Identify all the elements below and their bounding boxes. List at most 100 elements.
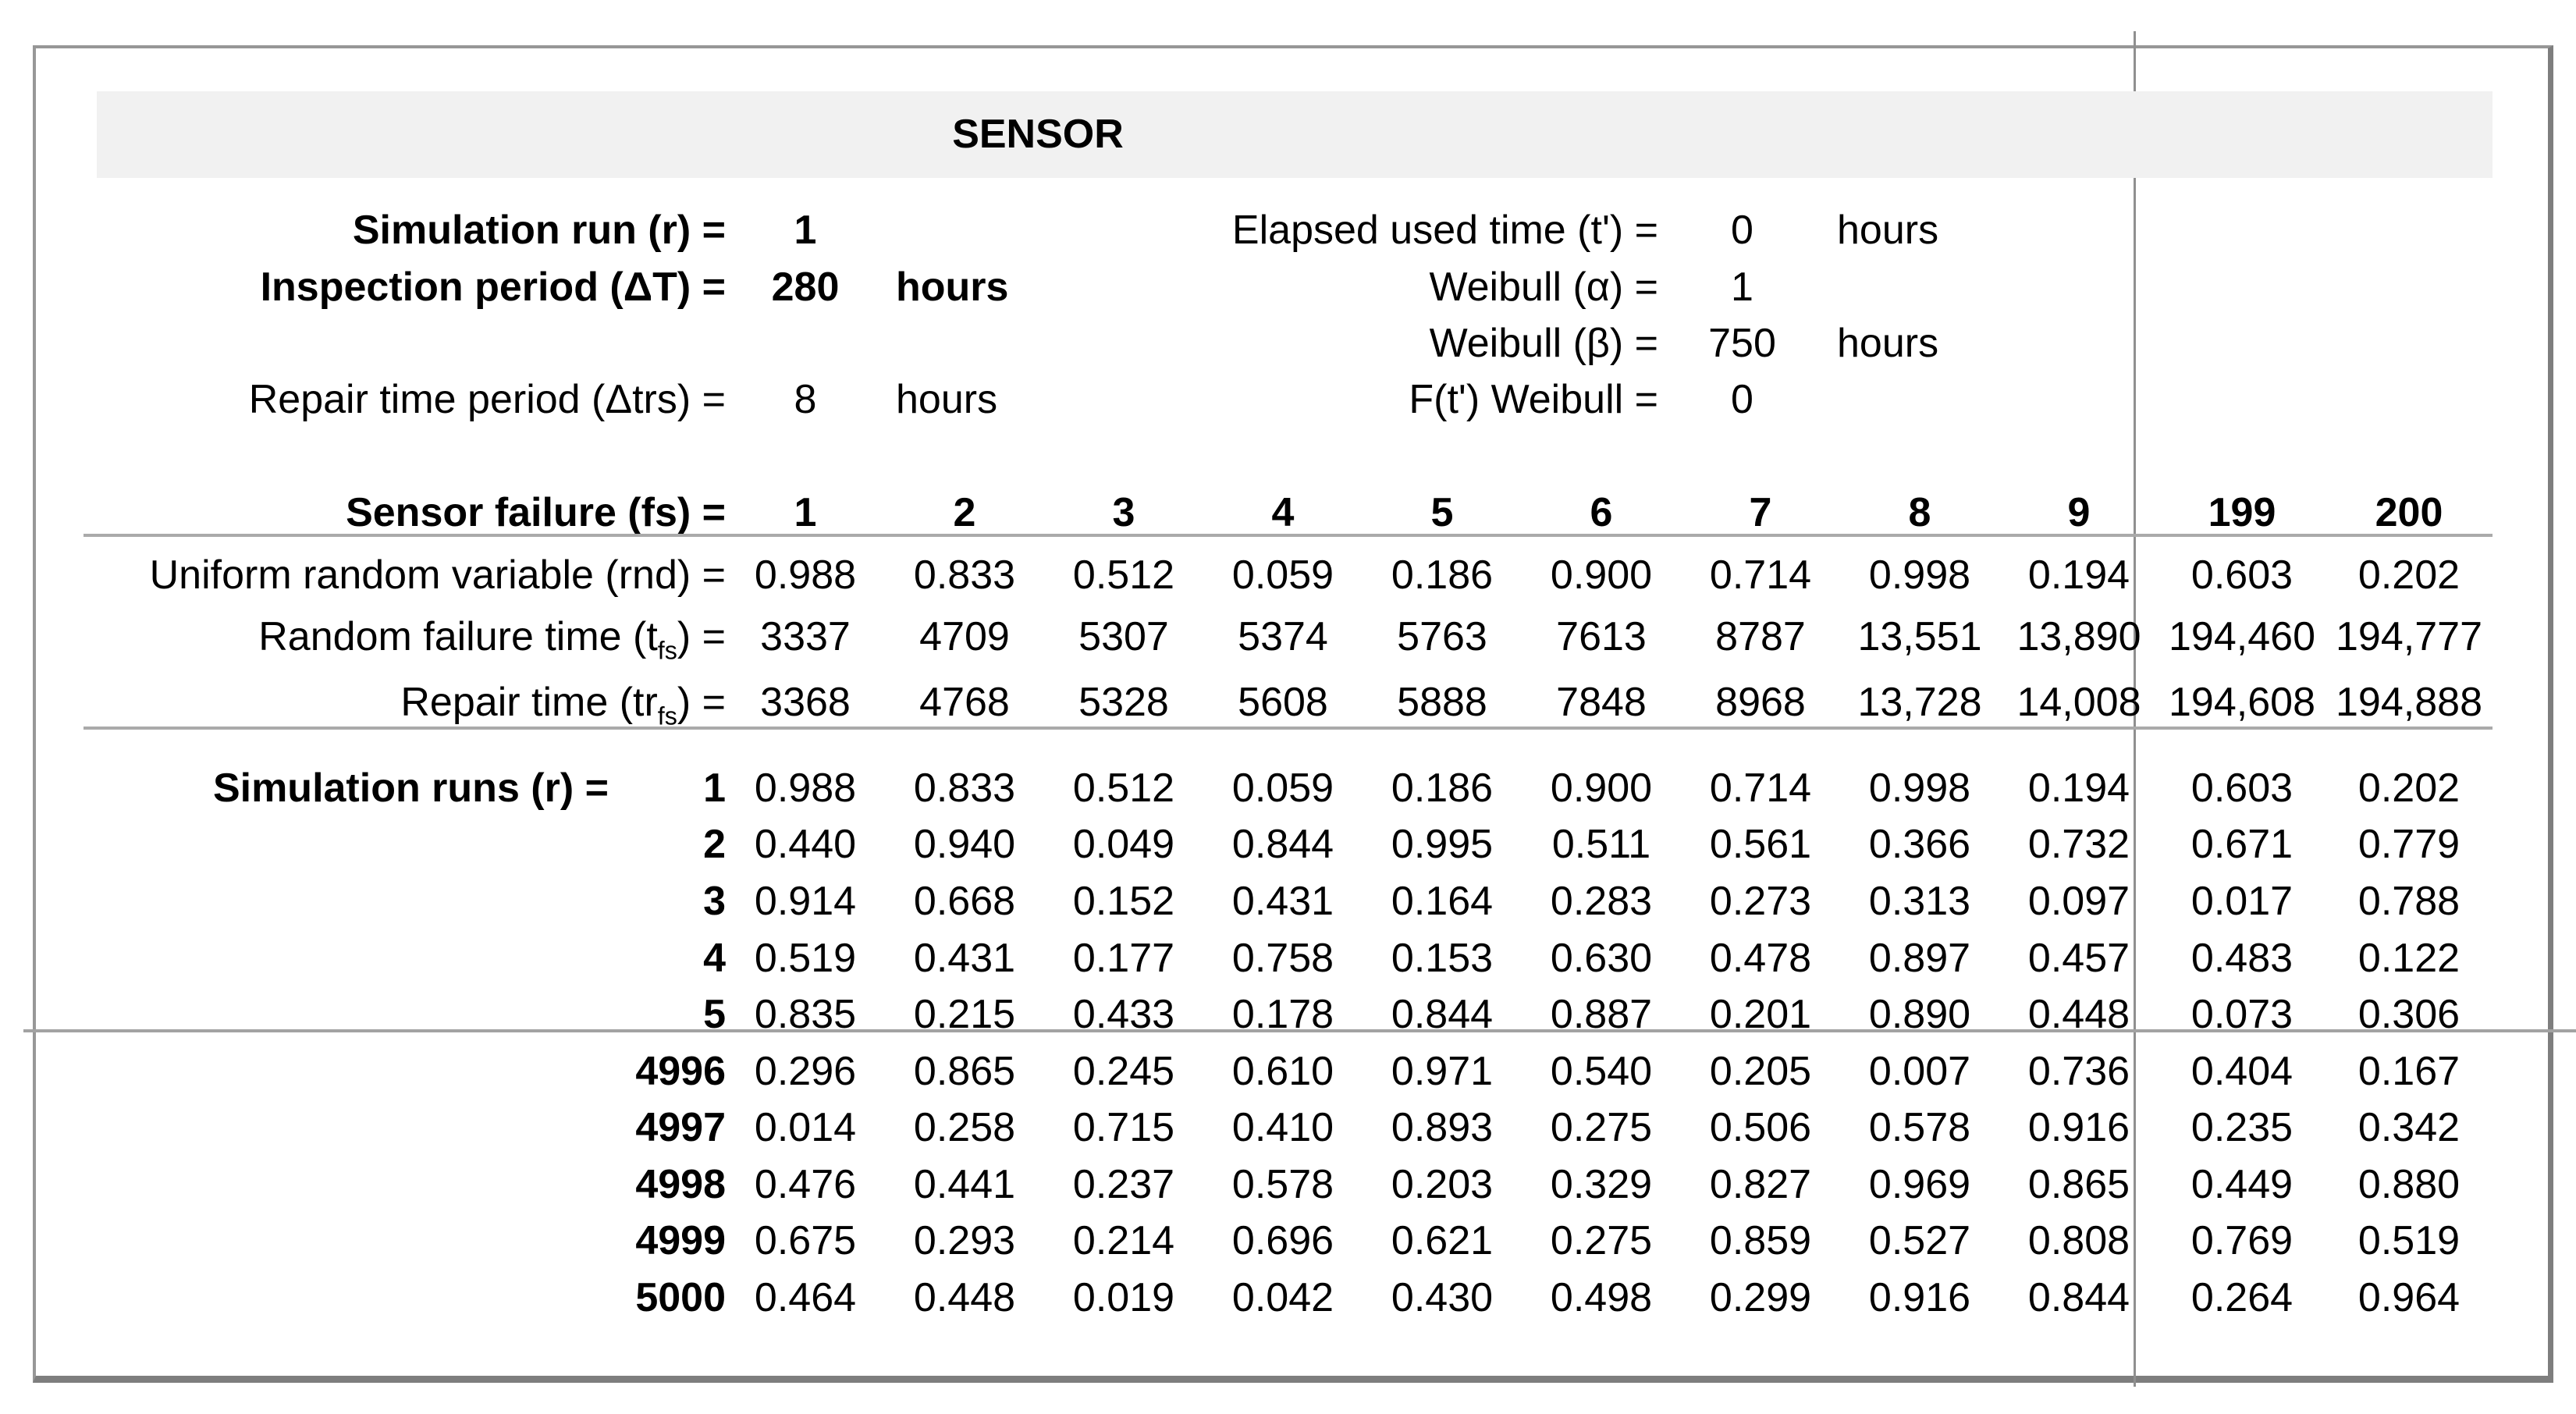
cell-value: 0.971: [1391, 1049, 1494, 1094]
cell-value: 0.859: [1709, 1218, 1812, 1263]
cell-value: 0.714: [1709, 766, 1812, 811]
label-inspection-period: Inspection period (ΔT) =: [260, 265, 726, 310]
cell-value: 0.164: [1391, 879, 1494, 924]
random-failure-time-row: Random failure time (tfs) = 3337 4709 5307…: [0, 608, 2576, 666]
cell-value: 0.042: [1231, 1275, 1334, 1320]
cell-value: 194,888: [2336, 680, 2482, 725]
cell-value: 0.441: [913, 1162, 1016, 1207]
cell-value: 0.431: [913, 936, 1016, 981]
cell-value: 0.540: [1550, 1049, 1653, 1094]
cell-value: 0.194: [2027, 766, 2130, 811]
cell-value: 0.512: [1072, 766, 1175, 811]
value-repair-time-period: 8: [794, 377, 817, 422]
cell-value: 5608: [1238, 680, 1328, 725]
cell-value: 0.914: [754, 879, 857, 924]
cell-value: 199: [2208, 490, 2276, 535]
run-number: 2: [703, 822, 726, 867]
column-divider-line: [2134, 31, 2136, 1387]
run-row: 3 0.914 0.668 0.152 0.431 0.164 0.283 0.273 0.3…: [0, 872, 2576, 930]
cell-value: 0.186: [1391, 552, 1494, 598]
label-subscript: fs: [657, 636, 677, 665]
cell-value: 0.668: [913, 879, 1016, 924]
cell-value: 0.808: [2027, 1218, 2130, 1263]
cell-value: 0.715: [1072, 1105, 1175, 1150]
cell-value: 3337: [760, 614, 851, 659]
cell-value: 0.578: [1868, 1105, 1971, 1150]
cell-value: 0.007: [1868, 1049, 1971, 1094]
cell-value: 0.283: [1550, 879, 1653, 924]
run-row: 4 0.519 0.431 0.177 0.758 0.153 0.630 0.478 0.8…: [0, 929, 2576, 987]
cell-value: 0.049: [1072, 822, 1175, 867]
cell-value: 0.235: [2190, 1105, 2294, 1150]
cell-value: 0.621: [1391, 1218, 1494, 1263]
value-weibull-beta: 750: [1708, 321, 1776, 366]
cell-value: 7848: [1556, 680, 1647, 725]
divider-line-under-stats: [83, 727, 2493, 730]
run-row: 4999 0.675 0.293 0.214 0.696 0.621 0.275 0.859…: [0, 1212, 2576, 1270]
cell-value: 13,890: [2016, 614, 2141, 659]
cell-value: 0.675: [754, 1218, 857, 1263]
cell-value: 0.019: [1072, 1275, 1175, 1320]
run-row: 4998 0.476 0.441 0.237 0.578 0.203 0.329 0.827…: [0, 1156, 2576, 1213]
cell-value: 0.059: [1231, 766, 1334, 811]
cell-value: 0.203: [1391, 1162, 1494, 1207]
cell-value: 0.205: [1709, 1049, 1812, 1094]
cell-value: 0.788: [2357, 879, 2461, 924]
cell-value: 3: [1112, 490, 1135, 535]
run-number: 4999: [635, 1218, 726, 1263]
param-row-2: Inspection period (ΔT) = 280 hours Weibu…: [0, 258, 2576, 316]
cell-value: 0.732: [2027, 822, 2130, 867]
cell-value: 0.671: [2190, 822, 2294, 867]
cell-value: 0.865: [913, 1049, 1016, 1094]
label-weibull-beta: Weibull (β) =: [1429, 321, 1658, 366]
cell-value: 0.916: [2027, 1105, 2130, 1150]
run-number: 4996: [635, 1049, 726, 1094]
cell-value: 0.578: [1231, 1162, 1334, 1207]
cell-value: 0.202: [2357, 766, 2461, 811]
label-random-failure-time: Random failure time (tfs) =: [0, 613, 726, 663]
cell-value: 0.483: [2190, 936, 2294, 981]
cell-value: 4768: [919, 680, 1010, 725]
cell-value: 0.603: [2190, 552, 2294, 598]
cell-value: 0.880: [2357, 1162, 2461, 1207]
cell-value: 0.464: [754, 1275, 857, 1320]
cell-value: 13,551: [1857, 614, 1982, 659]
cell-value: 0.186: [1391, 766, 1494, 811]
run-row: Simulation runs (r) = 1 0.988 0.833 0.512 0…: [0, 759, 2576, 817]
cell-value: 0.194: [2027, 552, 2130, 598]
run-number: 1: [703, 766, 726, 811]
cell-value: 0.275: [1550, 1218, 1653, 1263]
cell-value: 0.900: [1550, 766, 1653, 811]
unit-inspection-period: hours: [896, 265, 1009, 310]
cell-value: 0.512: [1072, 552, 1175, 598]
cell-value: 0.827: [1709, 1162, 1812, 1207]
label-subscript: fs: [657, 702, 677, 730]
run-number: 4998: [635, 1162, 726, 1207]
value-elapsed-used-time: 0: [1731, 208, 1753, 253]
cell-value: 0.998: [1868, 552, 1971, 598]
run-row: 5 0.835 0.215 0.433 0.178 0.844 0.887 0.201 0.8…: [0, 986, 2576, 1043]
label-sensor-failure: Sensor failure (fs) =: [346, 490, 726, 535]
cell-value: 0.014: [754, 1105, 857, 1150]
cell-value: 0.779: [2357, 822, 2461, 867]
cell-value: 0.299: [1709, 1275, 1812, 1320]
cell-value: 0.696: [1231, 1218, 1334, 1263]
cell-value: 0.736: [2027, 1049, 2130, 1094]
cell-value: 7: [1749, 490, 1772, 535]
value-weibull-alpha: 1: [1731, 265, 1753, 310]
cell-value: 0.296: [754, 1049, 857, 1094]
cell-value: 0.448: [913, 1275, 1016, 1320]
cell-value: 194,460: [2169, 614, 2315, 659]
label-text: ) =: [677, 614, 726, 659]
param-row-4: Repair time period (Δtrs) = 8 hours F(t'…: [0, 371, 2576, 428]
cell-value: 0.059: [1231, 552, 1334, 598]
cell-value: 0.998: [1868, 766, 1971, 811]
cell-value: 0.097: [2027, 879, 2130, 924]
cell-value: 0.561: [1709, 822, 1812, 867]
cell-value: 0.527: [1868, 1218, 1971, 1263]
row-break-divider-line: [23, 1029, 2576, 1032]
cell-value: 0.988: [754, 552, 857, 598]
cell-value: 0.916: [1868, 1275, 1971, 1320]
cell-value: 0.152: [1072, 879, 1175, 924]
cell-value: 0.202: [2357, 552, 2461, 598]
